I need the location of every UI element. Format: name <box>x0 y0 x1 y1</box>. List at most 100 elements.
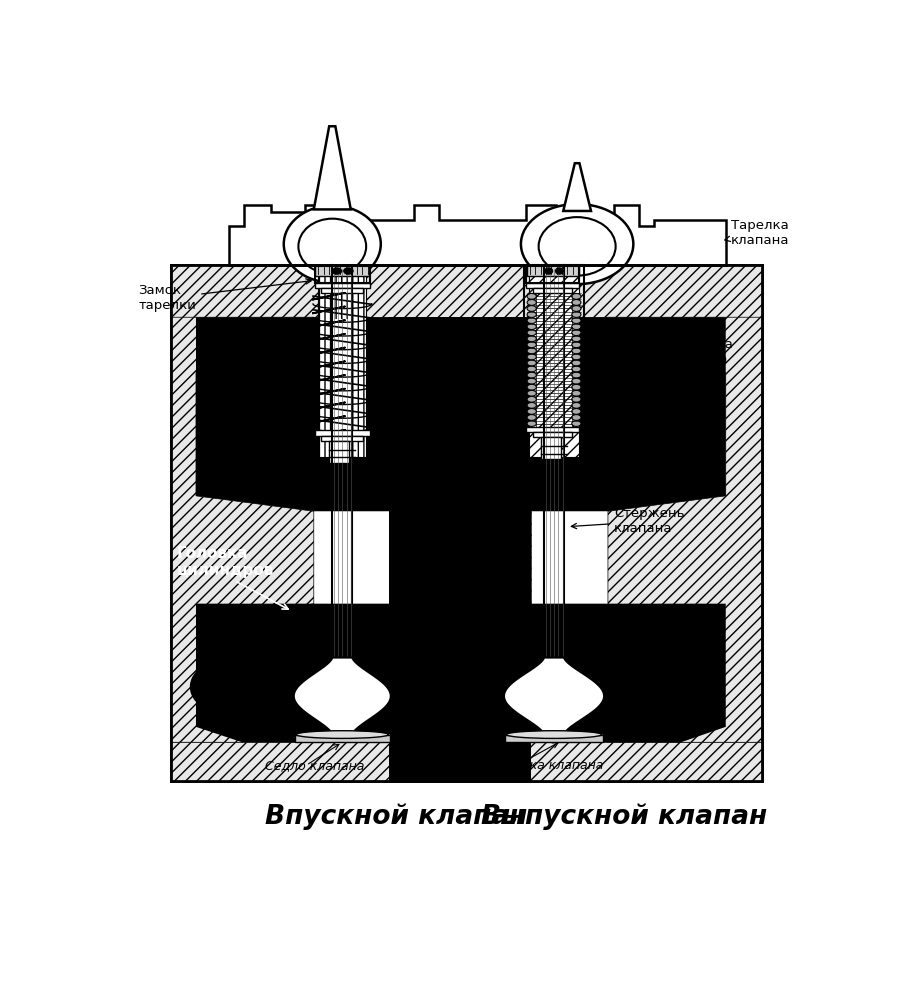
Ellipse shape <box>527 354 536 360</box>
Bar <box>321 436 363 442</box>
Polygon shape <box>503 658 603 734</box>
Ellipse shape <box>571 348 580 354</box>
Bar <box>294 733 390 742</box>
Ellipse shape <box>527 305 536 311</box>
Ellipse shape <box>571 293 580 299</box>
Ellipse shape <box>571 367 580 371</box>
Ellipse shape <box>527 348 536 354</box>
Bar <box>314 266 370 283</box>
Ellipse shape <box>189 658 274 716</box>
Bar <box>526 427 578 432</box>
Ellipse shape <box>527 408 536 414</box>
Polygon shape <box>530 604 680 742</box>
Ellipse shape <box>527 311 536 317</box>
Ellipse shape <box>527 293 536 299</box>
Ellipse shape <box>527 421 536 427</box>
Bar <box>533 432 571 438</box>
Ellipse shape <box>571 402 580 408</box>
Polygon shape <box>563 163 590 211</box>
Polygon shape <box>229 205 725 265</box>
Text: Седло клапана: Седло клапана <box>265 759 364 773</box>
Ellipse shape <box>527 360 536 366</box>
Ellipse shape <box>527 396 536 402</box>
Text: Головка
цилиндров: Головка цилиндров <box>177 546 273 578</box>
Ellipse shape <box>571 390 580 396</box>
Ellipse shape <box>571 342 580 348</box>
Ellipse shape <box>527 336 536 342</box>
Polygon shape <box>293 658 391 734</box>
Ellipse shape <box>571 384 580 390</box>
Bar <box>170 265 761 781</box>
Text: Замок
тарелки: Замок тарелки <box>138 279 311 312</box>
Ellipse shape <box>527 299 536 305</box>
Polygon shape <box>313 126 350 209</box>
Ellipse shape <box>571 336 580 342</box>
Text: Тарелка
клапана: Тарелка клапана <box>724 218 788 247</box>
Polygon shape <box>389 317 530 742</box>
Ellipse shape <box>571 299 580 305</box>
Ellipse shape <box>571 305 580 311</box>
Ellipse shape <box>571 396 580 402</box>
Bar <box>526 266 578 283</box>
Bar <box>315 265 369 277</box>
Bar <box>527 265 579 277</box>
Ellipse shape <box>527 324 536 330</box>
Bar <box>536 293 571 427</box>
Ellipse shape <box>527 367 536 371</box>
Ellipse shape <box>527 342 536 348</box>
Polygon shape <box>530 317 725 511</box>
Polygon shape <box>530 604 725 742</box>
Bar <box>329 442 349 462</box>
Ellipse shape <box>506 731 601 738</box>
Ellipse shape <box>296 731 388 738</box>
Ellipse shape <box>640 660 713 713</box>
Text: Головка клапана: Головка клапана <box>492 759 603 773</box>
Text: Направляющая
втулка: Направляющая втулка <box>587 438 721 466</box>
Polygon shape <box>607 317 761 742</box>
Polygon shape <box>196 604 389 742</box>
Text: Пружина
клапана: Пружина клапана <box>584 338 732 366</box>
Bar <box>528 265 579 457</box>
Ellipse shape <box>527 415 536 420</box>
Ellipse shape <box>527 372 536 378</box>
Ellipse shape <box>544 268 552 274</box>
Bar <box>540 438 560 458</box>
Ellipse shape <box>571 330 580 336</box>
Ellipse shape <box>527 378 536 384</box>
Ellipse shape <box>555 268 563 274</box>
Polygon shape <box>389 317 530 781</box>
Polygon shape <box>170 317 313 742</box>
Ellipse shape <box>344 268 353 274</box>
Ellipse shape <box>571 408 580 414</box>
Polygon shape <box>170 265 761 317</box>
Bar <box>314 431 370 436</box>
Bar <box>321 288 363 293</box>
Bar <box>334 319 350 435</box>
Bar <box>318 265 365 457</box>
Ellipse shape <box>538 217 615 276</box>
Ellipse shape <box>571 372 580 378</box>
Ellipse shape <box>571 354 580 360</box>
Ellipse shape <box>571 311 580 317</box>
Polygon shape <box>196 317 389 511</box>
Text: Впускной клапан: Впускной клапан <box>265 804 527 830</box>
Bar <box>533 288 571 293</box>
Ellipse shape <box>571 421 580 427</box>
Bar <box>504 733 603 742</box>
Ellipse shape <box>520 205 632 285</box>
Bar <box>314 283 370 288</box>
Text: Стержень
клапана: Стержень клапана <box>571 508 684 535</box>
Ellipse shape <box>571 360 580 366</box>
Bar <box>523 265 584 480</box>
Ellipse shape <box>283 206 381 283</box>
Ellipse shape <box>571 415 580 420</box>
Ellipse shape <box>298 218 365 274</box>
Ellipse shape <box>571 318 580 323</box>
Ellipse shape <box>527 390 536 396</box>
Polygon shape <box>170 742 761 781</box>
Ellipse shape <box>527 318 536 323</box>
Bar <box>526 283 578 288</box>
Ellipse shape <box>527 384 536 390</box>
Ellipse shape <box>571 378 580 384</box>
Ellipse shape <box>571 324 580 330</box>
